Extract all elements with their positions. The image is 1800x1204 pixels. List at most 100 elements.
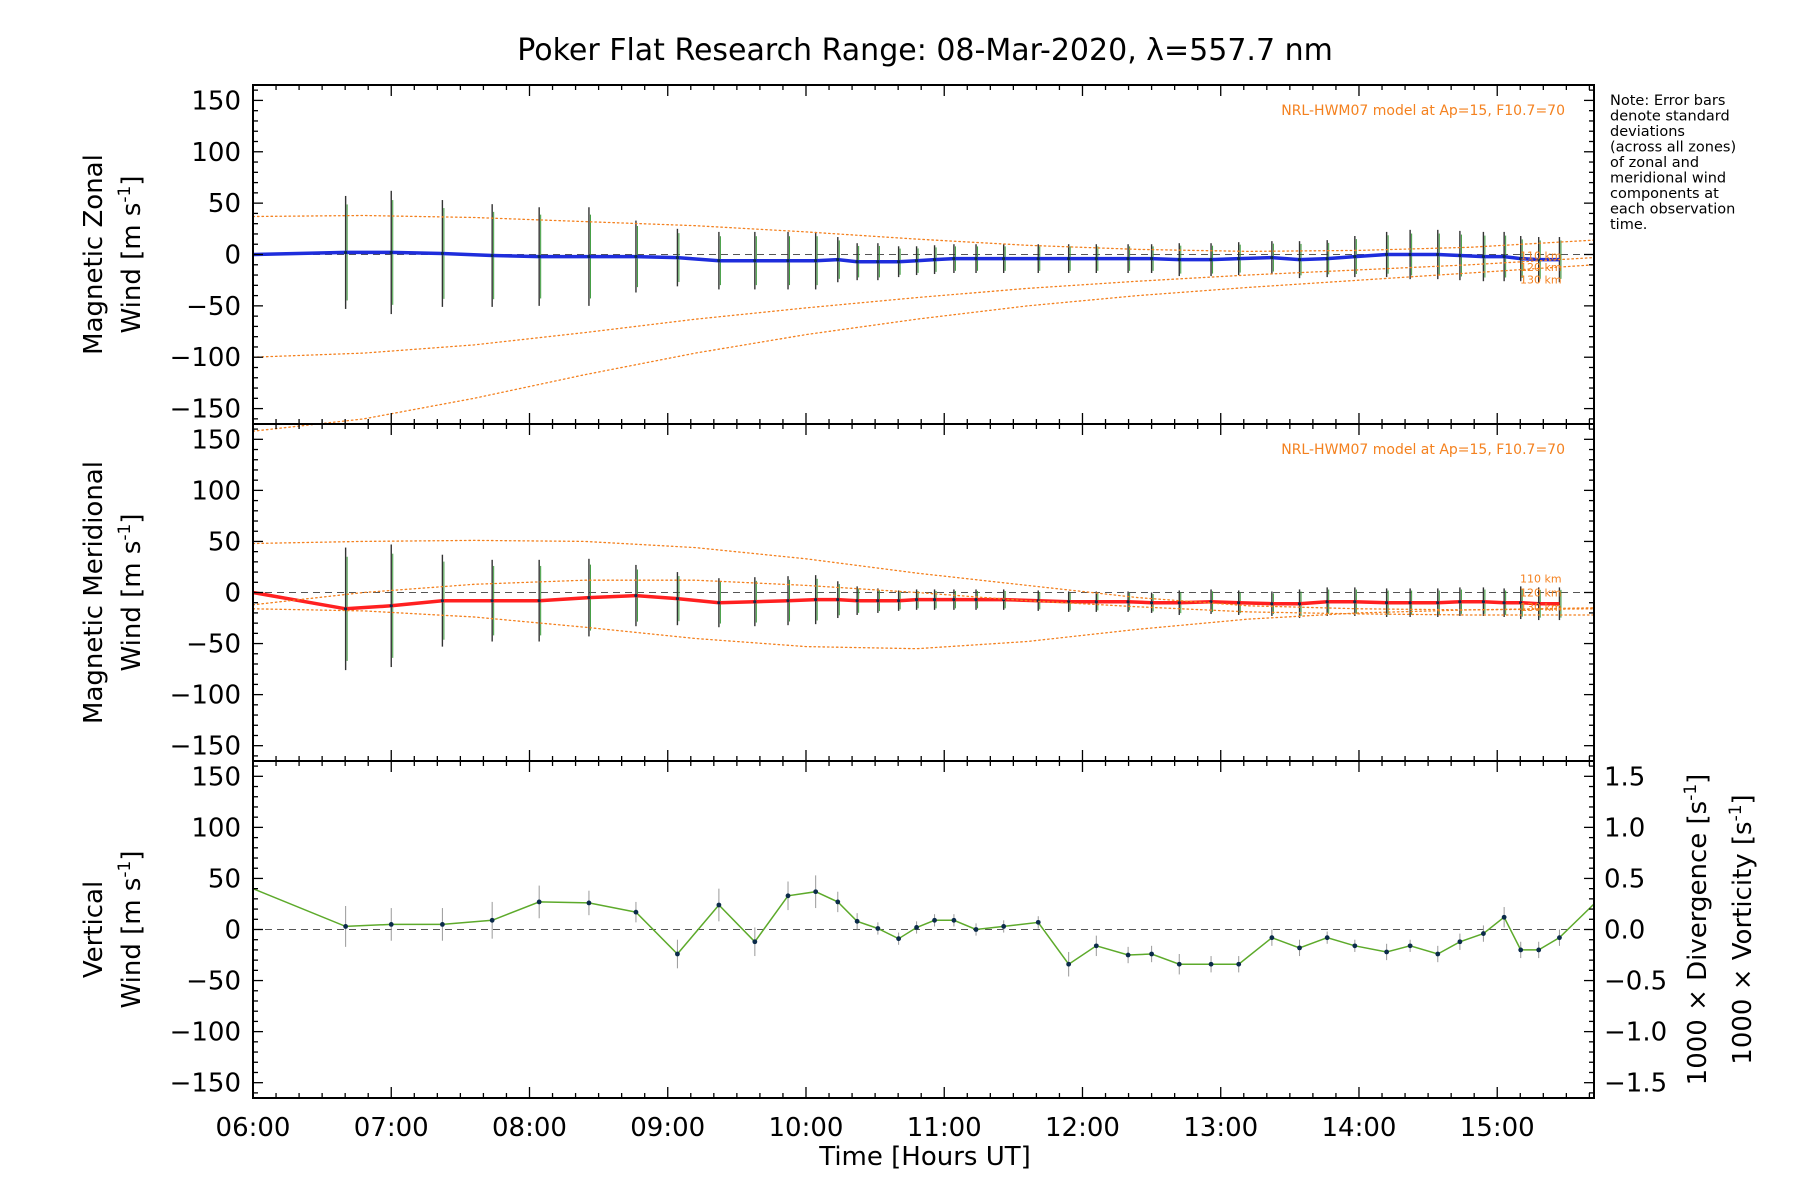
data-point: [717, 259, 721, 263]
data-point: [1176, 961, 1182, 967]
data-point: [836, 598, 840, 602]
data-point: [1458, 600, 1462, 604]
data-point: [814, 598, 818, 602]
data-point: [753, 259, 757, 263]
data-point: [1353, 600, 1357, 604]
series-meridional-110-km: [252, 539, 1595, 611]
note-line: time.: [1610, 217, 1647, 233]
data-point: [586, 900, 592, 906]
y-tick-label: 150: [191, 425, 241, 455]
right-axis-title-divergence: 1000 × Divergence [s-1]: [1681, 774, 1713, 1086]
y-tick-label: −100: [170, 681, 241, 711]
x-tick-label: 12:00: [1045, 1113, 1120, 1143]
data-point: [633, 909, 639, 915]
data-point: [587, 254, 591, 259]
data-point: [1149, 951, 1155, 957]
svg-text:Magnetic Zonal: Magnetic Zonal: [79, 154, 109, 355]
svg-text:1000 × Divergence [s-1]: 1000 × Divergence [s-1]: [1681, 774, 1713, 1086]
data-point: [1324, 935, 1330, 941]
data-point: [1125, 952, 1131, 958]
data-point: [1481, 254, 1486, 259]
data-point: [1036, 257, 1040, 261]
x-tick-label: 15:00: [1460, 1113, 1535, 1143]
x-tick-label: 09:00: [630, 1113, 705, 1143]
data-point: [489, 917, 495, 923]
data-point: [439, 921, 445, 927]
right-y-tick-label: −0.5: [1604, 967, 1667, 997]
data-point: [389, 250, 393, 255]
note-line: Note: Error bars: [1610, 93, 1725, 109]
right-y-tick-label: −1.5: [1604, 1069, 1667, 1099]
series-zonal-main: [252, 190, 1562, 315]
data-point: [1435, 951, 1441, 957]
model-label: NRL-HWM07 model at Ap=15, F10.7=70: [1281, 103, 1565, 119]
altitude-label: 120 km: [1520, 587, 1562, 600]
data-point: [896, 936, 902, 942]
data-point: [876, 599, 880, 603]
data-point: [1325, 600, 1329, 604]
data-point: [1537, 602, 1541, 606]
data-point: [952, 598, 956, 602]
series-line: [252, 888, 1595, 966]
x-tick-label: 10:00: [769, 1113, 844, 1143]
data-point: [1407, 943, 1413, 949]
model-line: [252, 214, 1595, 253]
data-point: [914, 598, 919, 602]
data-point: [1001, 924, 1007, 929]
y-tick-label: −100: [170, 1018, 241, 1048]
data-point: [951, 917, 957, 923]
data-point: [1519, 257, 1523, 261]
data-point: [855, 260, 859, 264]
data-point: [855, 599, 859, 603]
data-point: [1237, 601, 1241, 605]
data-point: [440, 599, 444, 603]
data-point: [1094, 600, 1098, 604]
y-axis-title-line1: Vertical: [79, 881, 109, 978]
data-point: [1126, 257, 1130, 261]
data-point: [1297, 258, 1302, 262]
data-point: [490, 253, 494, 258]
data-point: [675, 255, 680, 260]
data-point: [1502, 254, 1506, 259]
right-y-tick-label: −1.0: [1604, 1018, 1667, 1048]
model-line: [252, 607, 1595, 650]
data-point: [875, 926, 881, 931]
data-point: [785, 893, 791, 899]
data-point: [1094, 257, 1098, 261]
data-point: [914, 925, 919, 930]
data-point: [388, 921, 394, 927]
note-line: meridional wind: [1610, 171, 1726, 187]
y-axis-title-line2: Wind [m s-1]: [115, 176, 147, 334]
data-point: [1126, 600, 1130, 604]
data-point: [716, 902, 722, 908]
data-point: [1150, 257, 1154, 261]
note-line: of zonal and: [1610, 155, 1699, 171]
data-point: [813, 889, 819, 895]
y-tick-label: −150: [170, 732, 241, 762]
data-point: [634, 254, 638, 259]
data-point: [1436, 601, 1440, 605]
data-point: [717, 601, 721, 605]
x-axis-title: Time [Hours UT]: [818, 1142, 1031, 1172]
right-y-tick-label: 1.0: [1604, 813, 1645, 843]
altitude-label: 130 km: [1520, 273, 1562, 286]
data-point: [1436, 252, 1440, 257]
x-tick-label: 11:00: [907, 1113, 982, 1143]
data-point: [1325, 257, 1329, 261]
y-tick-label: 50: [208, 864, 241, 894]
data-point: [1236, 961, 1242, 967]
data-point: [1269, 935, 1275, 941]
data-point: [1066, 961, 1072, 967]
altitude-label: 110 km: [1520, 572, 1562, 585]
data-point: [814, 259, 818, 263]
data-point: [440, 251, 444, 256]
x-tick-label: 08:00: [492, 1113, 567, 1143]
y-tick-label: 150: [191, 762, 241, 792]
svg-text:Magnetic Meridional: Magnetic Meridional: [79, 461, 109, 724]
data-point: [1353, 254, 1357, 259]
data-point: [914, 259, 919, 263]
data-point: [752, 939, 758, 945]
y-tick-label: 150: [191, 86, 241, 116]
